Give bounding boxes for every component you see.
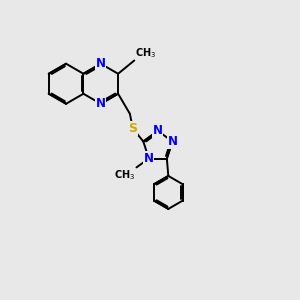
Text: N: N bbox=[96, 57, 106, 70]
Text: S: S bbox=[128, 122, 137, 135]
Text: N: N bbox=[96, 97, 106, 110]
Text: N: N bbox=[167, 135, 177, 148]
Text: N: N bbox=[144, 152, 154, 165]
Text: CH$_3$: CH$_3$ bbox=[114, 168, 135, 182]
Text: CH$_3$: CH$_3$ bbox=[136, 46, 157, 60]
Text: N: N bbox=[153, 124, 163, 137]
